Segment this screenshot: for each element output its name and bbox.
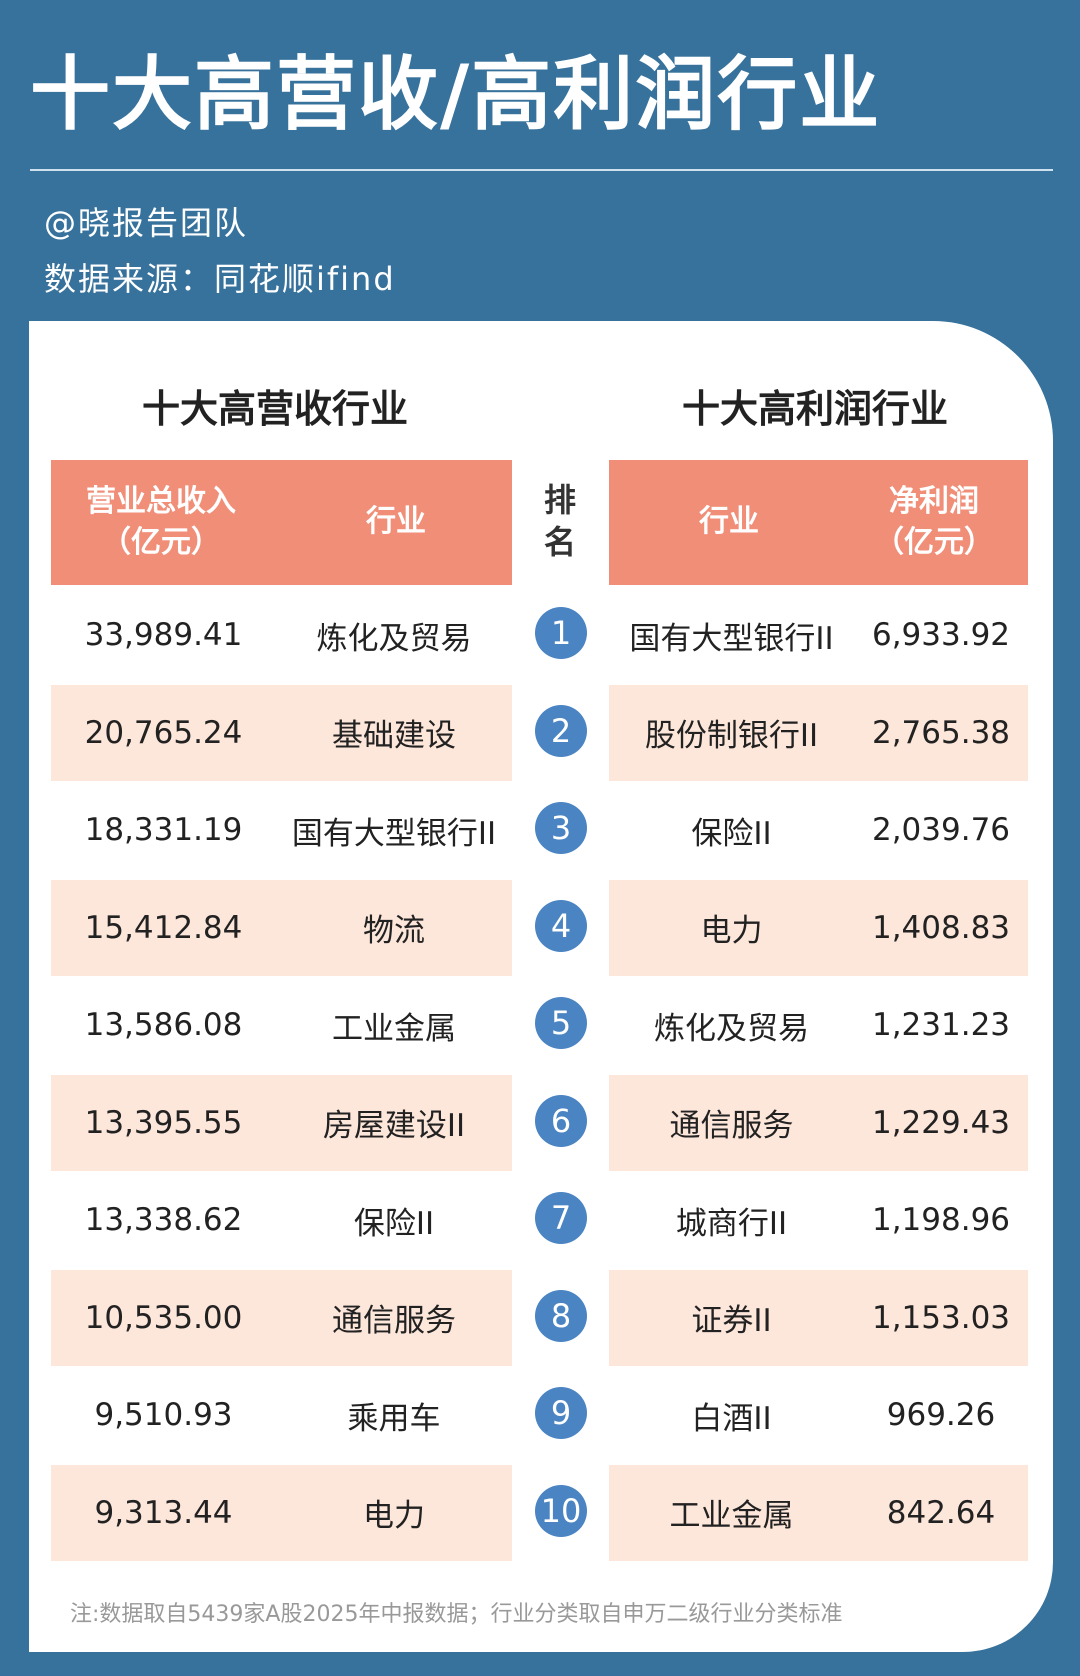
revenue-value: 18,331.19 [84,812,243,848]
revenue-row: 20,765.24 基础建设 [51,684,512,781]
rank-badge: 7 [535,1192,587,1244]
industry-name: 国有大型银行II [629,620,834,657]
profit-row: 城商行II 1,198.96 [609,1172,1028,1268]
revenue-row: 15,412.84 物流 [51,879,512,976]
industry-name: 乘用车 [347,1400,441,1437]
profit-row: 国有大型银行II 6,933.92 [609,587,1028,683]
revenue-value: 20,765.24 [84,714,243,751]
profit-row: 保险II 2,039.76 [609,782,1028,878]
rank-badge: 9 [535,1387,587,1439]
rank-badge: 1 [535,607,587,659]
revenue-value: 13,395.55 [84,1104,243,1141]
industry-name: 物流 [363,913,425,949]
revenue-row: 13,586.08 工业金属 [51,977,512,1073]
revenue-row: 18,331.19 国有大型银行II [51,782,512,878]
revenue-value: 9,313.44 [94,1494,233,1531]
author: @晓报告团队 [44,204,249,242]
profit-value: 969.26 [886,1397,996,1433]
industry-name: 电力 [700,913,763,949]
profit-row: 股份制银行II 2,765.38 [609,684,1028,781]
revenue-row: 13,395.55 房屋建设II [51,1074,512,1171]
profit-value: 6,933.92 [871,617,1011,653]
profit-value: 1,153.03 [871,1299,1011,1336]
footnote: 注:数据取自5439家A股2025年中报数据；行业分类取自申万二级行业分类标准 [70,1602,843,1627]
industry-name: 炼化及贸易 [316,620,472,657]
page-title: 十大高营收/高利润行业 [30,48,882,141]
left-table-header: 营业总收入 （亿元） 行业 [51,460,512,585]
profit-value: 1,198.96 [871,1202,1011,1238]
industry-name: 炼化及贸易 [654,1010,809,1047]
header-profit: 净利润 （亿元） [874,484,994,560]
profit-row: 通信服务 1,229.43 [609,1074,1028,1171]
profit-row: 炼化及贸易 1,231.23 [609,977,1028,1073]
rank-badge: 5 [535,997,587,1049]
industry-name: 基础建设 [332,718,456,754]
right-table-header: 行业 净利润 （亿元） [609,460,1028,585]
profit-row: 白酒II 969.26 [609,1367,1028,1463]
industry-name: 工业金属 [669,1498,794,1534]
profit-row: 证券II 1,153.03 [609,1269,1028,1366]
profit-value: 1,229.43 [871,1104,1011,1141]
revenue-value: 33,989.41 [84,617,243,653]
industry-name: 白酒II [691,1400,772,1437]
header-rank: 排 名 [543,481,576,561]
rank-badge: 3 [535,802,587,854]
industry-name: 工业金属 [332,1010,456,1047]
rank-badge: 4 [535,899,587,952]
industry-name: 通信服务 [332,1303,456,1339]
revenue-row: 13,338.62 保险II [51,1172,512,1268]
revenue-row: 9,313.44 电力 [51,1464,512,1561]
rank-badge: 8 [535,1289,587,1342]
industry-name: 股份制银行II [644,718,819,754]
industry-name: 通信服务 [669,1108,794,1144]
revenue-value: 13,338.62 [84,1202,243,1238]
profit-value: 2,765.38 [871,714,1011,751]
header-industry: 行业 [366,504,426,540]
header-revenue: 营业总收入 （亿元） [86,484,236,560]
rank-badge: 6 [535,1094,587,1147]
revenue-row: 33,989.41 炼化及贸易 [51,587,512,683]
revenue-row: 9,510.93 乘用车 [51,1367,512,1463]
revenue-row: 10,535.00 通信服务 [51,1269,512,1366]
right-table-title: 十大高利润行业 [681,387,948,431]
profit-value: 1,408.83 [871,909,1011,946]
industry-name: 证券II [691,1303,772,1339]
revenue-value: 13,586.08 [84,1007,243,1043]
header-industry: 行业 [699,504,759,540]
profit-row: 工业金属 842.64 [609,1464,1028,1561]
profit-value: 1,231.23 [871,1007,1011,1043]
profit-row: 电力 1,408.83 [609,879,1028,976]
industry-name: 国有大型银行II [291,815,497,852]
revenue-value: 15,412.84 [84,909,243,946]
rank-badge: 2 [535,704,587,757]
data-source: 数据来源：同花顺ifind [44,260,396,298]
rank-badge: 10 [535,1484,587,1537]
revenue-value: 9,510.93 [94,1397,233,1433]
industry-name: 房屋建设II [322,1108,466,1144]
profit-value: 2,039.76 [871,812,1011,848]
profit-value: 842.64 [886,1494,996,1531]
divider [30,169,1053,171]
industry-name: 城商行II [675,1205,788,1242]
industry-name: 保险II [691,815,772,852]
revenue-value: 10,535.00 [84,1299,243,1336]
industry-name: 保险II [353,1205,435,1242]
left-table-title: 十大高营收行业 [141,387,408,431]
industry-name: 电力 [363,1498,425,1534]
